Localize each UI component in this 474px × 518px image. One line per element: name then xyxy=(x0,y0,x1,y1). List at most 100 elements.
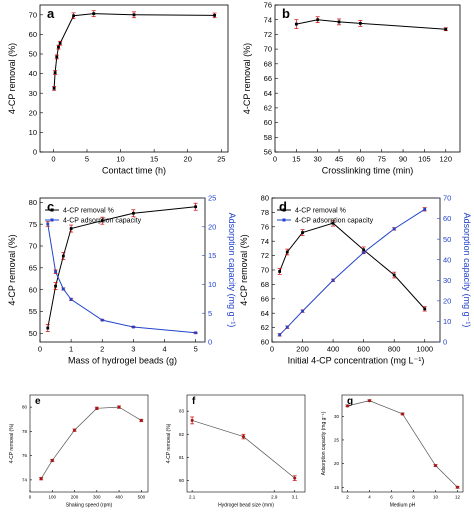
x-tick-label: 500 xyxy=(138,495,146,500)
y-tick-label: 70 xyxy=(29,10,37,19)
y-axis-label: Adsorption capacity (mg g⁻¹) xyxy=(321,411,327,475)
data-point xyxy=(53,71,57,75)
y-tick-label: 75 xyxy=(29,220,37,229)
data-point xyxy=(131,325,135,329)
data-point xyxy=(433,463,438,468)
data-point xyxy=(194,331,198,335)
y-right-tick-label: 20 xyxy=(443,296,451,305)
data-point xyxy=(285,250,289,254)
y-tick-label: 76 xyxy=(261,222,269,231)
y-axis-label: 4-CP removal (%) xyxy=(242,43,252,114)
x-tick-label: 30 xyxy=(314,155,322,164)
x-tick-label: 10 xyxy=(116,155,124,164)
y-tick-label: 0 xyxy=(33,148,37,157)
y-tick-label: 30 xyxy=(334,414,340,419)
y-tick-label: 65 xyxy=(29,263,37,272)
data-point xyxy=(100,318,104,322)
x-tick-label: 0 xyxy=(51,155,55,164)
y-tick-label: 70 xyxy=(264,45,272,54)
y-right-axis-label: Adsorption capacity (mg g⁻¹) xyxy=(462,213,472,328)
data-point xyxy=(72,428,77,432)
legend-label: 4-CP adsorption capacity xyxy=(295,218,374,225)
data-point xyxy=(294,22,298,26)
x-tick-label: 2 xyxy=(100,345,104,354)
data-point xyxy=(392,227,396,231)
y-tick-label: 60 xyxy=(261,338,269,347)
data-point xyxy=(316,18,320,22)
y-tick-label: 58 xyxy=(264,133,272,142)
x-tick-label: 105 xyxy=(418,155,431,164)
y-right-tick-label: 0 xyxy=(208,338,212,347)
y-axis-label: 4-CP removal (%) xyxy=(166,423,172,463)
data-point xyxy=(241,434,246,439)
y-tick-label: 72 xyxy=(264,30,272,39)
x-tick-label: 200 xyxy=(296,345,309,354)
data-point xyxy=(444,27,448,31)
data-point xyxy=(139,418,143,423)
data-point xyxy=(69,297,73,301)
data-point xyxy=(69,227,73,230)
x-tick-label: 3 xyxy=(131,345,135,354)
legend-label: 4-CP removal % xyxy=(63,208,114,215)
plot-frame xyxy=(39,4,229,153)
data-point xyxy=(131,211,135,215)
y-tick-label: 62 xyxy=(264,104,272,113)
y-tick-label: 76 xyxy=(22,453,28,458)
y-tick-label: 80 xyxy=(179,478,185,483)
x-tick-label: 400 xyxy=(115,495,123,500)
y-right-tick-label: 60 xyxy=(443,214,451,223)
series-line xyxy=(296,19,446,30)
data-point xyxy=(132,13,136,17)
legend-label: 4-CP adsorption capacity xyxy=(63,218,142,225)
data-point xyxy=(58,41,62,45)
data-point xyxy=(285,325,289,329)
y-tick-label: 64 xyxy=(264,89,272,98)
x-axis-label: Mass of hydrogel beads (g) xyxy=(68,356,177,366)
panel-letter: e xyxy=(35,396,41,407)
x-axis-label: Shaking speed (rpm) xyxy=(66,503,113,509)
x-tick-label: 2 xyxy=(346,495,349,500)
y-tick-label: 15 xyxy=(334,485,340,490)
data-point xyxy=(293,476,297,480)
x-tick-label: 60 xyxy=(356,155,364,164)
x-tick-label: 600 xyxy=(357,345,370,354)
data-point xyxy=(100,219,104,223)
panel-d: 0 200 400 600 800 100060626466687072747678800… xyxy=(239,194,472,366)
y-tick-label: 74 xyxy=(264,15,272,24)
x-tick-label: 1000 xyxy=(416,345,433,354)
x-tick-label: 5 xyxy=(85,155,89,164)
y-tick-label: 80 xyxy=(22,405,28,410)
panel-b: 0 15 30 45 60 75 90 105 120 56 58 60 62 64 66 68 70 72 74 7… xyxy=(242,1,461,176)
data-point xyxy=(213,13,216,17)
legend-marker xyxy=(282,208,286,212)
x-axis-label: Crosslinking time (min) xyxy=(322,166,414,176)
data-point xyxy=(55,55,59,59)
data-point xyxy=(46,222,50,226)
series-line xyxy=(40,406,142,479)
plot-frame xyxy=(341,394,464,493)
y-tick-label: 83 xyxy=(179,409,185,414)
panel-letter: b xyxy=(282,6,290,21)
plot-frame xyxy=(274,4,461,153)
series-line xyxy=(192,420,295,479)
y-right-tick-label: 5 xyxy=(208,309,212,318)
data-point xyxy=(194,205,198,209)
x-tick-label: 120 xyxy=(440,155,453,164)
panel-letter: c xyxy=(47,199,54,214)
x-axis-label: Initial 4-CP concentration (mg L⁻¹) xyxy=(288,356,425,366)
panel-a: 0 5 10 15 20 25 0 10 20 30 40 50 60 70 Contact time (h… xyxy=(7,4,229,176)
data-point xyxy=(57,45,60,49)
data-point xyxy=(301,309,304,313)
y-right-tick-label: 25 xyxy=(208,194,216,203)
x-tick-label: 0 xyxy=(273,155,277,164)
y-tick-label: 50 xyxy=(29,329,37,338)
x-tick-label: 15 xyxy=(292,155,300,164)
x-tick-label: 100 xyxy=(49,495,57,500)
y-tick-label: 40 xyxy=(29,69,37,78)
data-point xyxy=(337,20,341,24)
legend-marker xyxy=(282,218,286,222)
data-point xyxy=(278,333,282,337)
x-tick-label: 25 xyxy=(217,155,225,164)
y-tick-label: 68 xyxy=(261,280,269,289)
